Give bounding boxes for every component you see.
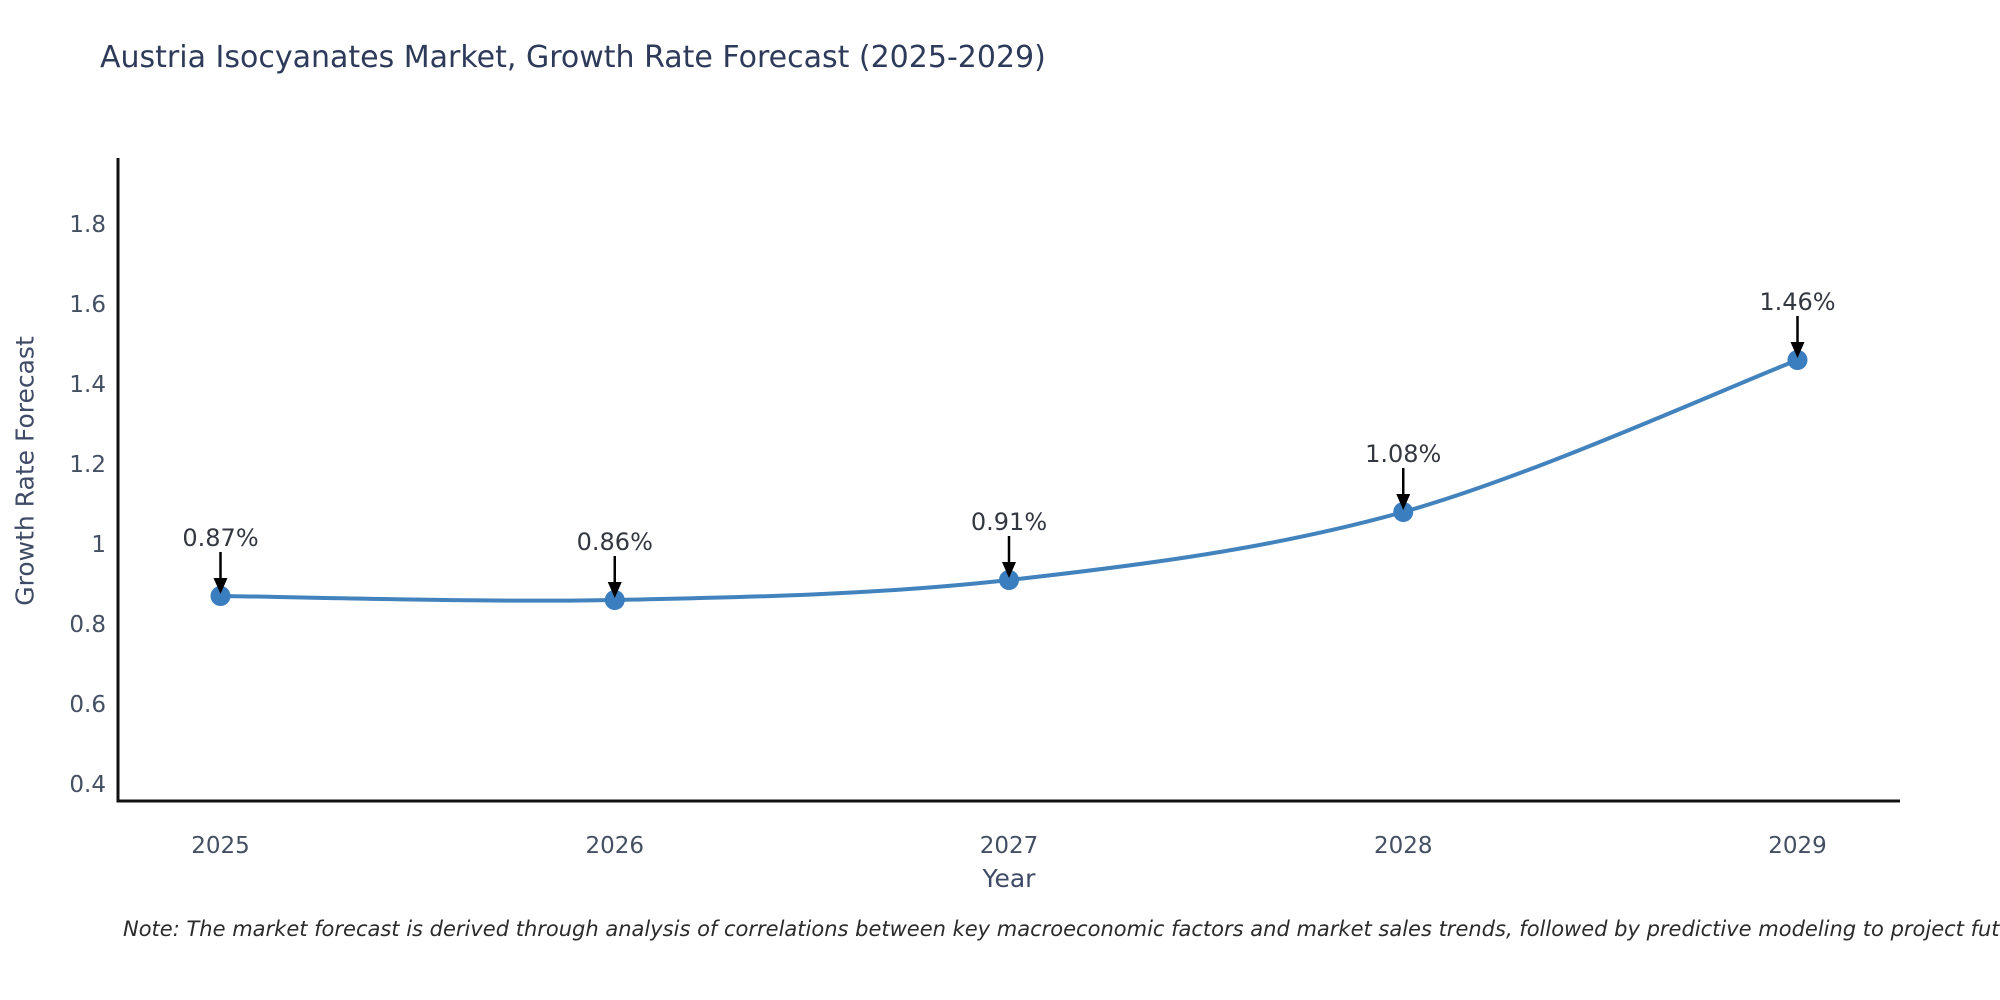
data-point-marker: [1393, 502, 1414, 522]
y-tick-label: 0.8: [69, 612, 106, 638]
point-label: 1.08%: [1365, 440, 1441, 468]
y-tick-label: 1.6: [69, 292, 106, 318]
y-tick-label: 1.4: [69, 372, 106, 398]
chart-title: Austria Isocyanates Market, Growth Rate …: [100, 40, 1046, 75]
x-tick-label: 2028: [1374, 833, 1433, 859]
data-point-marker: [999, 570, 1019, 590]
data-point-marker: [604, 590, 625, 610]
y-tick-label: 1.2: [69, 452, 106, 478]
x-tick-label: 2025: [191, 833, 250, 859]
point-label: 0.87%: [182, 524, 258, 552]
point-label: 1.46%: [1759, 288, 1835, 316]
annotation-arrowhead: [1002, 562, 1016, 578]
annotation-arrowhead: [1790, 342, 1805, 358]
x-tick-label: 2026: [585, 833, 644, 859]
y-tick-label: 1: [91, 532, 106, 558]
y-tick-label: 0.4: [69, 772, 106, 798]
x-axis-title: Year: [982, 864, 1036, 893]
annotation-arrowhead: [213, 578, 228, 594]
annotation-arrowhead: [607, 582, 622, 598]
footnote: Note: The market forecast is derived thr…: [123, 917, 2000, 941]
x-tick-label: 2027: [980, 833, 1039, 859]
y-tick-label: 0.6: [69, 692, 106, 718]
x-tick-label: 2029: [1768, 833, 1827, 859]
point-label: 0.86%: [577, 528, 653, 556]
data-point-marker: [210, 586, 231, 606]
annotation-arrowhead: [1396, 494, 1411, 510]
y-tick-label: 1.8: [69, 212, 106, 238]
point-label: 0.91%: [971, 508, 1047, 536]
data-point-marker: [1787, 350, 1808, 370]
